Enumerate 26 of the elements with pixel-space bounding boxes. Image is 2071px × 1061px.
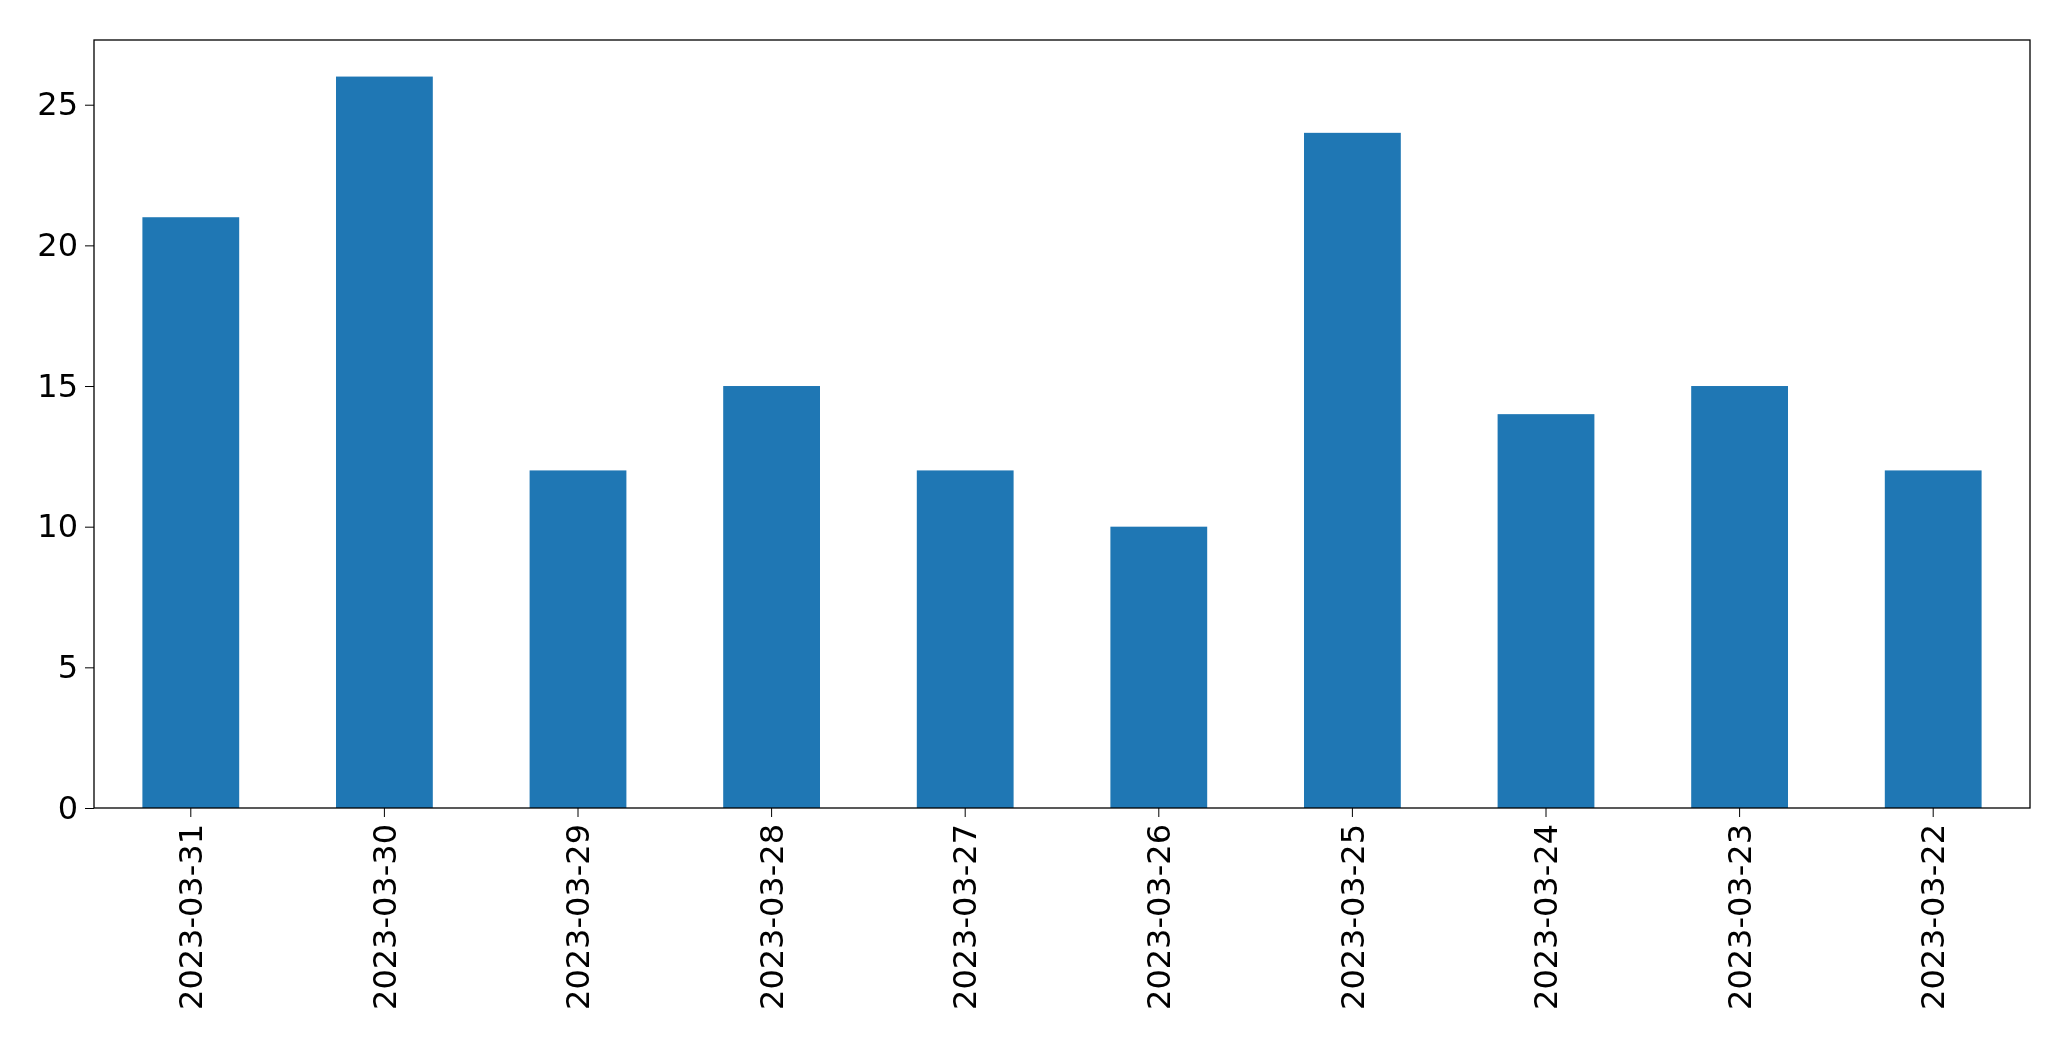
x-tick-label: 2023-03-25 xyxy=(1333,824,1372,1010)
bar xyxy=(1884,470,1982,808)
bar xyxy=(1110,526,1208,808)
bar xyxy=(336,76,433,808)
x-tick-label: 2023-03-28 xyxy=(752,824,791,1010)
y-tick-label: 5 xyxy=(57,648,78,687)
bar xyxy=(142,217,240,808)
x-tick-label: 2023-03-30 xyxy=(365,824,404,1010)
bar xyxy=(1691,386,1788,808)
x-tick-label: 2023-03-24 xyxy=(1527,824,1566,1010)
bar xyxy=(723,386,820,808)
y-tick-label: 25 xyxy=(37,85,78,124)
x-tick-label: 2023-03-22 xyxy=(1914,824,1953,1010)
y-tick-label: 10 xyxy=(37,507,78,546)
x-tick-label: 2023-03-29 xyxy=(559,824,598,1010)
x-tick-label: 2023-03-23 xyxy=(1720,824,1759,1010)
x-tick-label: 2023-03-26 xyxy=(1140,824,1178,1010)
y-tick-label: 15 xyxy=(37,366,78,405)
bar xyxy=(916,470,1014,808)
y-tick-label: 20 xyxy=(37,226,78,265)
bar xyxy=(529,470,627,808)
bar xyxy=(1497,414,1595,808)
x-tick-label: 2023-03-27 xyxy=(946,824,985,1010)
x-tick-label: 2023-03-31 xyxy=(172,824,210,1010)
y-tick-label: 0 xyxy=(57,788,78,827)
bar xyxy=(1304,132,1401,808)
